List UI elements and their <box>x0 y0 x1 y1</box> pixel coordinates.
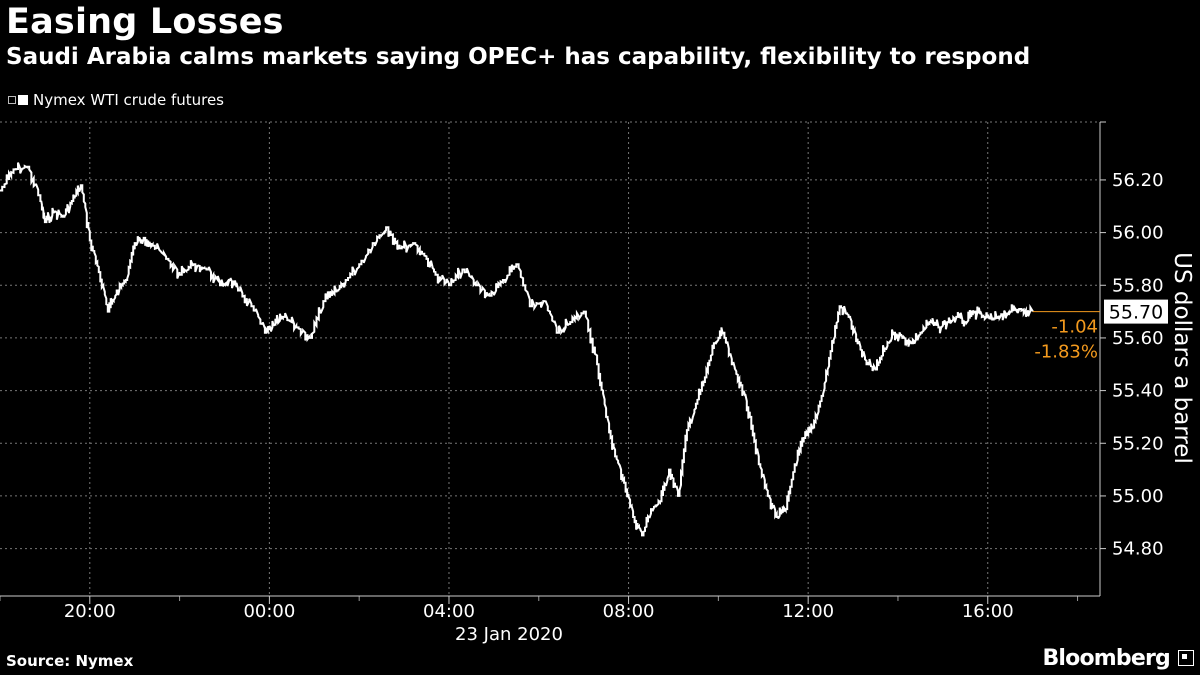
change-label: -1.04 <box>1051 317 1098 338</box>
y-tick-label: 55.20 <box>1112 433 1164 454</box>
legend[interactable]: Nymex WTI crude futures <box>8 91 224 109</box>
y-tick-label: 54.80 <box>1112 539 1164 560</box>
legend-toggle-icon[interactable] <box>8 96 16 104</box>
chart-subtitle: Saudi Arabia calms markets saying OPEC+ … <box>6 44 1031 70</box>
legend-label: Nymex WTI crude futures <box>33 91 225 109</box>
wti-price-line <box>0 162 1034 537</box>
y-tick-label: 55.40 <box>1112 381 1164 402</box>
labels: 54.80 55.00 55.20 55.40 55.60 55.80 56.00 56.20… <box>64 170 1195 645</box>
y-tick-label: 56.20 <box>1112 170 1164 191</box>
x-tick-label: 16:00 <box>962 601 1014 622</box>
y-tick-label: 55.80 <box>1112 275 1164 296</box>
y-tick-label: 55.00 <box>1112 486 1164 507</box>
y-tick-label: 55.60 <box>1112 328 1164 349</box>
x-tick-label: 08:00 <box>603 601 655 622</box>
y-tick-label: 56.00 <box>1112 223 1164 244</box>
x-tick-label: 04:00 <box>423 601 475 622</box>
axes <box>0 121 1106 604</box>
chart-title: Easing Losses <box>6 2 284 42</box>
brand-mark-icon <box>1178 650 1194 666</box>
y-axis-title: US dollars a barrel <box>1169 252 1195 464</box>
source-note: Source: Nymex <box>6 652 134 670</box>
series-layer <box>0 162 1034 537</box>
legend-swatch <box>18 95 28 105</box>
date-label: 23 Jan 2020 <box>455 624 563 645</box>
x-tick-label: 00:00 <box>243 601 295 622</box>
last-value-box <box>1104 299 1168 324</box>
x-tick-label: 12:00 <box>782 601 834 622</box>
grid <box>0 121 1100 596</box>
change-pct-label: -1.83% <box>1034 342 1098 363</box>
bloomberg-logo: Bloomberg <box>1042 646 1170 671</box>
last-value-label: 55.70 <box>1109 302 1163 324</box>
x-tick-label: 20:00 <box>64 601 116 622</box>
